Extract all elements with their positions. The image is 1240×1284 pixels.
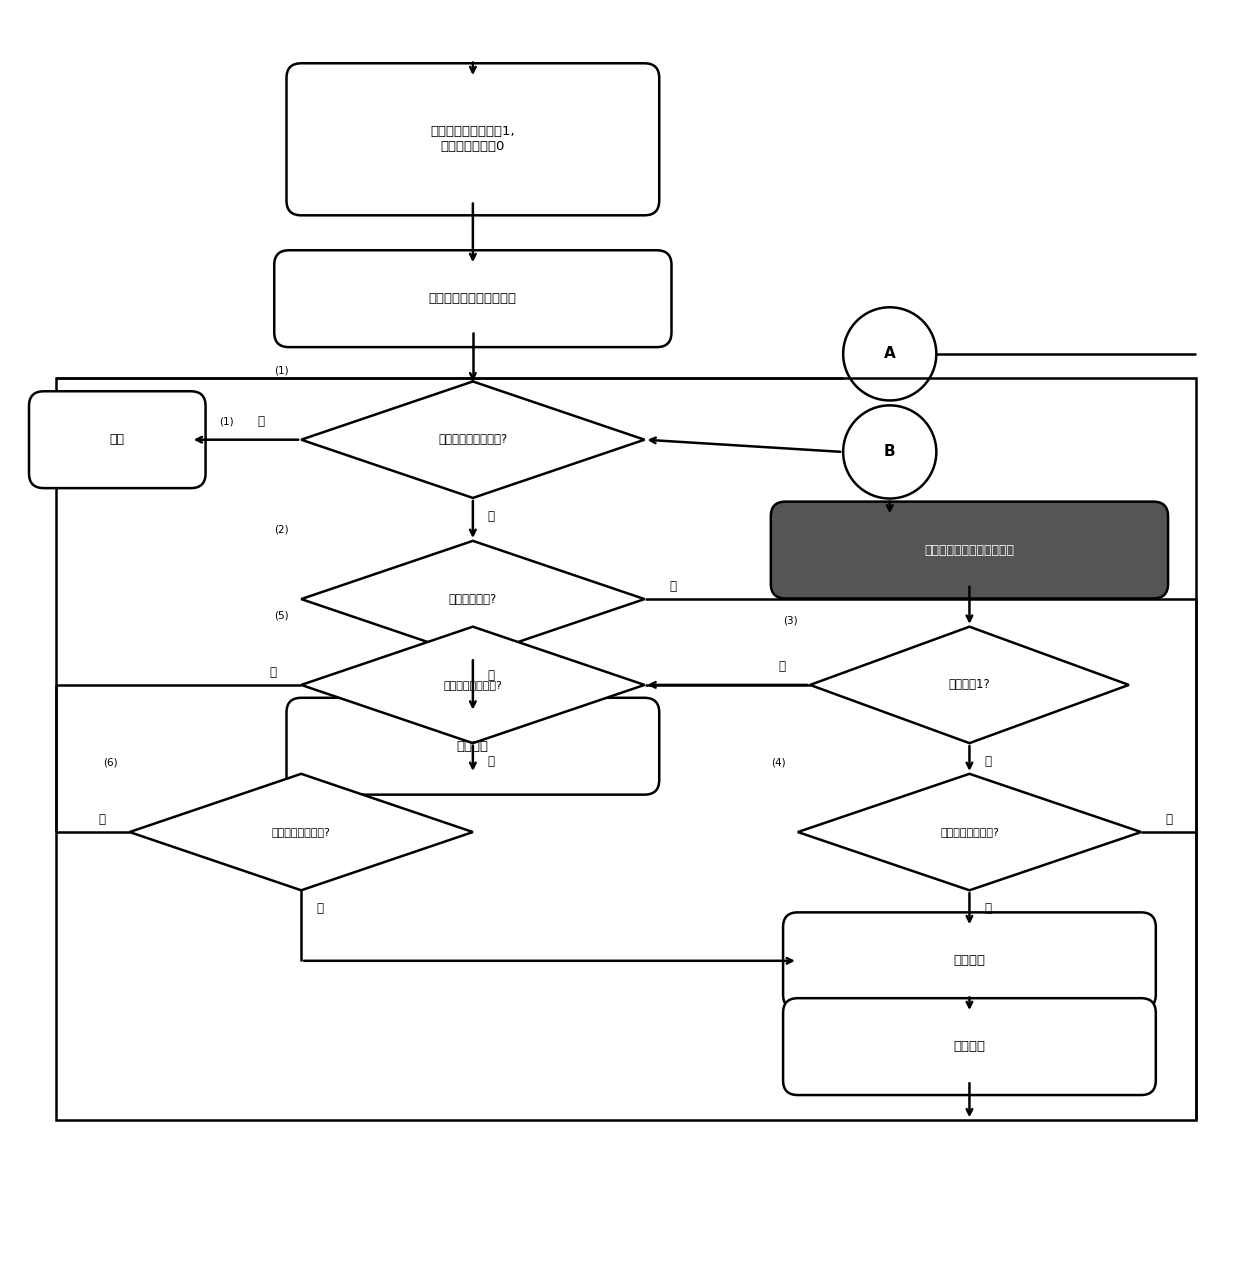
Text: 从记忆芯片中读出除霜代码: 从记忆芯片中读出除霜代码	[925, 543, 1014, 556]
FancyBboxPatch shape	[29, 392, 206, 488]
Text: 除霜结束: 除霜结束	[954, 1040, 986, 1053]
Text: 是: 是	[487, 755, 495, 768]
Polygon shape	[810, 627, 1128, 743]
Text: 是: 是	[316, 903, 322, 915]
Text: 制热模式且正在工作?: 制热模式且正在工作?	[438, 433, 507, 447]
Polygon shape	[797, 774, 1141, 890]
Text: 除霜代码1?: 除霜代码1?	[949, 678, 991, 691]
Text: 是: 是	[487, 510, 495, 523]
Text: A: A	[884, 347, 895, 361]
FancyBboxPatch shape	[784, 913, 1156, 1009]
Bar	[56, 379, 1197, 1120]
Text: 人工干预: 人工干预	[456, 740, 489, 752]
FancyBboxPatch shape	[771, 502, 1168, 598]
Polygon shape	[301, 627, 645, 743]
Text: 否: 否	[258, 415, 264, 428]
Text: 否: 否	[1166, 813, 1173, 827]
Text: 否: 否	[269, 666, 277, 679]
Text: 否: 否	[98, 813, 105, 827]
Text: B: B	[884, 444, 895, 460]
Text: 返回: 返回	[110, 433, 125, 447]
Text: 将除霜代码送入记忆芯片: 将除霜代码送入记忆芯片	[429, 293, 517, 306]
Text: (5): (5)	[274, 611, 289, 620]
FancyBboxPatch shape	[784, 998, 1156, 1095]
Text: 否: 否	[779, 660, 785, 673]
Polygon shape	[129, 774, 472, 890]
Polygon shape	[301, 381, 645, 498]
FancyBboxPatch shape	[286, 697, 660, 795]
Text: (3): (3)	[784, 615, 797, 625]
Text: 满足外盘除霜条件?: 满足外盘除霜条件?	[272, 827, 331, 837]
Text: 是: 是	[985, 903, 991, 915]
Text: (1): (1)	[219, 416, 234, 426]
Text: 否: 否	[670, 580, 676, 593]
Polygon shape	[301, 541, 645, 657]
Text: (4): (4)	[771, 758, 785, 768]
Text: (1): (1)	[274, 366, 289, 375]
Text: 否外盘且外霜完结?: 否外盘且外霜完结?	[444, 681, 502, 690]
Text: 是: 是	[487, 669, 495, 682]
Text: 开始除霜: 开始除霜	[954, 954, 986, 967]
Text: 设置智能除霜代码为1,
外盘除霜代码为0: 设置智能除霜代码为1, 外盘除霜代码为0	[430, 126, 515, 153]
Text: (2): (2)	[274, 525, 289, 534]
Text: 是否人工干预?: 是否人工干预?	[449, 593, 497, 606]
FancyBboxPatch shape	[286, 63, 660, 216]
Text: (6): (6)	[103, 758, 118, 768]
FancyBboxPatch shape	[274, 250, 672, 347]
Text: 是: 是	[985, 755, 991, 768]
Text: 满足智能除霜条件?: 满足智能除霜条件?	[940, 827, 999, 837]
